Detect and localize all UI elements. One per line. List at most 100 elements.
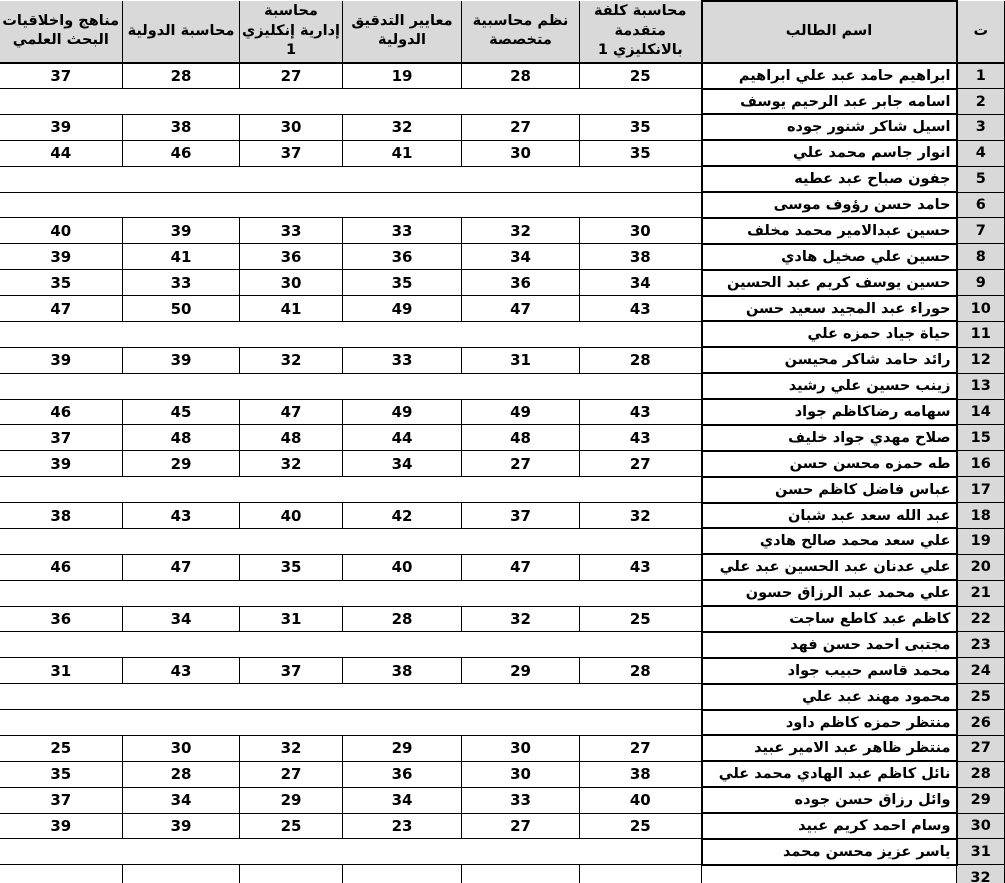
grade-cell: 49 — [461, 398, 580, 426]
grade-cell — [239, 527, 343, 555]
grade-cell: 27 — [579, 450, 702, 478]
student-name-cell: طه حمزه محسن حسن — [700, 449, 958, 478]
row-number-cell: 20 — [956, 553, 1005, 581]
grade-cell: 30 — [461, 734, 580, 762]
grade-cell — [342, 165, 462, 193]
grade-cell: 33 — [122, 269, 240, 297]
row-number-cell: 9 — [956, 269, 1005, 297]
column-header-serial: ت — [956, 1, 1005, 64]
table-row: 31 ياسر عزيز محسن محمد — [0, 837, 1005, 866]
grade-cell: 49 — [342, 398, 462, 426]
grade-cell: 43 — [579, 553, 702, 581]
grade-cell: 19 — [342, 62, 462, 90]
grade-cell — [0, 191, 123, 219]
column-header-subject-international-auditing-standards: معايير التدقيق الدولية — [342, 1, 462, 64]
grade-cell: 47 — [0, 295, 123, 322]
grade-cell — [239, 864, 343, 883]
grade-cell: 34 — [579, 269, 702, 297]
grade-cell — [342, 527, 462, 555]
grade-cell: 28 — [342, 605, 462, 633]
table-row: 15 صلاح مهدي جواد خليف 43 48 44 48 48 37 — [0, 423, 1005, 452]
grade-cell: 28 — [579, 346, 702, 374]
row-number-cell: 22 — [956, 605, 1005, 633]
grade-cell — [461, 631, 580, 659]
grade-cell: 35 — [239, 553, 343, 581]
grade-cell — [0, 476, 123, 504]
student-name-cell: حسين عبدالامير محمد مخلف — [700, 216, 958, 245]
grade-cell — [0, 527, 123, 555]
grade-cell — [0, 631, 123, 659]
grade-cell — [239, 372, 343, 400]
student-name-cell: اسامه جابر عبد الرحيم يوسف — [700, 87, 958, 116]
grade-cell: 39 — [122, 217, 240, 245]
table-row: 7 حسين عبدالامير محمد مخلف 30 32 33 33 39 40 — [0, 216, 1005, 245]
row-number-cell: 16 — [956, 450, 1005, 478]
grade-cell: 45 — [122, 398, 240, 426]
grade-cell: 30 — [461, 760, 580, 788]
grade-cell — [342, 838, 462, 866]
grade-cell: 28 — [461, 62, 580, 90]
student-name-cell: جفون صباح عبد عطيه — [700, 165, 958, 194]
grade-cell — [461, 683, 580, 711]
grade-cell: 30 — [239, 269, 343, 297]
row-number-cell: 21 — [956, 579, 1005, 607]
grade-cell: 40 — [0, 217, 123, 245]
table-row: 29 وائل رزاق حسن جوده 40 33 34 29 34 37 — [0, 786, 1005, 815]
grade-cell — [239, 709, 343, 736]
student-name-cell: وائل رزاق حسن جوده — [700, 786, 958, 815]
table-row: 30 وسام احمد كريم عبيد 25 27 23 25 39 39 — [0, 812, 1005, 840]
grade-cell — [461, 476, 580, 504]
grade-cell: 35 — [0, 760, 123, 788]
grade-cell: 32 — [342, 113, 462, 141]
grade-cell: 44 — [342, 424, 462, 452]
grade-cell: 39 — [0, 113, 123, 141]
grade-cell — [239, 191, 343, 219]
grade-cell — [239, 631, 343, 659]
grade-cell — [122, 191, 240, 219]
row-number-cell: 24 — [956, 657, 1005, 685]
grade-cell: 36 — [342, 243, 462, 271]
table-row: 2 اسامه جابر عبد الرحيم يوسف — [0, 87, 1005, 116]
grade-cell: 25 — [579, 62, 702, 90]
table-row: 8 حسين علي صخيل هادي 38 34 36 36 41 39 — [0, 242, 1005, 271]
grade-cell — [461, 372, 580, 400]
student-name-cell: وسام احمد كريم عبيد — [700, 812, 958, 840]
grade-cell: 36 — [461, 269, 580, 297]
grade-cell — [342, 476, 462, 504]
grade-cell: 47 — [461, 295, 580, 322]
table-row: 26 منتظر حمزه كاظم داود — [0, 708, 1005, 737]
grade-cell: 49 — [342, 295, 462, 322]
grade-cell: 27 — [579, 734, 702, 762]
student-name-cell: عباس فاضل كاظم حسن — [700, 475, 958, 504]
grade-cell — [122, 476, 240, 504]
grade-cell — [239, 476, 343, 504]
grade-cell — [579, 476, 702, 504]
grade-cell: 29 — [239, 786, 343, 814]
grade-cell: 33 — [461, 786, 580, 814]
grade-cell: 25 — [239, 812, 343, 840]
grade-cell — [239, 579, 343, 607]
grade-cell: 38 — [579, 243, 702, 271]
grade-cell — [579, 838, 702, 866]
student-name-cell: اسيل شاكر شنور جوده — [700, 113, 958, 142]
grade-cell: 29 — [342, 734, 462, 762]
grade-cell: 37 — [0, 62, 123, 90]
grade-cell: 48 — [239, 424, 343, 452]
grade-cell: 34 — [342, 450, 462, 478]
row-number-cell: 32 — [956, 864, 1005, 883]
row-number-cell: 6 — [956, 191, 1005, 219]
grade-cell — [122, 709, 240, 736]
grade-cell: 40 — [342, 553, 462, 581]
student-name-cell: زينب حسين علي رشيد — [700, 372, 958, 401]
grade-cell: 36 — [342, 760, 462, 788]
grade-cell — [122, 372, 240, 400]
student-name-cell: كاظم عبد كاطع ساجت — [700, 605, 958, 633]
grade-cell: 30 — [461, 139, 580, 167]
grade-cell: 27 — [239, 62, 343, 90]
grade-cell: 43 — [122, 502, 240, 529]
table-row: 5 جفون صباح عبد عطيه — [0, 165, 1005, 194]
table-row: 6 حامد حسن رؤوف موسى — [0, 191, 1005, 219]
row-number-cell: 5 — [956, 165, 1005, 193]
grade-cell: 41 — [122, 243, 240, 271]
